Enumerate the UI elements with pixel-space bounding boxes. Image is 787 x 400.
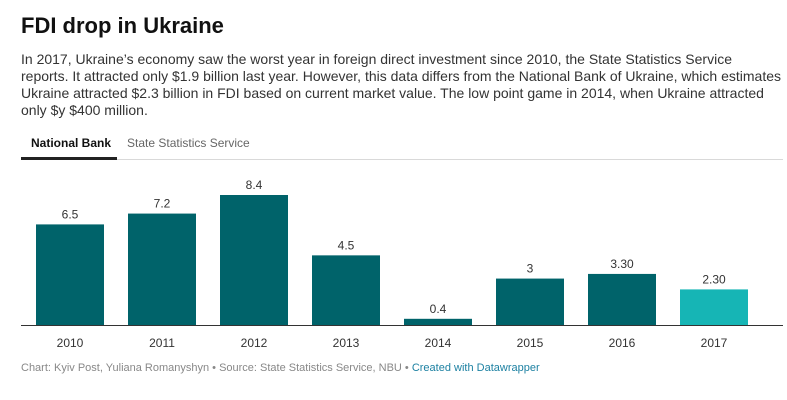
- x-tick-label-2012: 2012: [241, 336, 268, 350]
- value-label-2015: 3: [527, 262, 534, 276]
- x-tick-label-2011: 2011: [149, 336, 175, 350]
- tab-national-bank[interactable]: National Bank: [31, 136, 112, 150]
- bar-2015[interactable]: [496, 278, 564, 325]
- chart-description: In 2017, Ukraine’s economy saw the worst…: [21, 51, 781, 118]
- bar-2017[interactable]: [680, 289, 748, 325]
- source-credit: Chart: Kyiv Post, Yuliana Romanyshyn • S…: [21, 362, 412, 374]
- bar-2012[interactable]: [220, 195, 288, 325]
- value-label-2011: 7.2: [154, 197, 171, 211]
- chart-title: FDI drop in Ukraine: [21, 13, 224, 38]
- value-label-2017: 2.30: [702, 272, 726, 286]
- tab-bar: National Bank State Statistics Service: [21, 131, 783, 160]
- x-tick-label-2013: 2013: [333, 336, 360, 350]
- bar-2010[interactable]: [36, 224, 104, 325]
- bar-2016[interactable]: [588, 273, 656, 325]
- x-tick-label-2017: 2017: [701, 336, 728, 350]
- bar-chart: 6.5 2010 7.2 2011 8.4 2012 4.5 2013 0.4 2014 3 2015…: [21, 178, 783, 350]
- value-label-2013: 4.5: [338, 238, 355, 252]
- bar-2011[interactable]: [128, 213, 196, 325]
- active-tab-indicator: [21, 157, 117, 160]
- x-tick-label-2015: 2015: [517, 336, 544, 350]
- x-tick-label-2010: 2010: [57, 336, 84, 350]
- datawrapper-link[interactable]: Created with Datawrapper: [411, 362, 540, 374]
- chart-footer: Chart: Kyiv Post, Yuliana Romanyshyn • S…: [21, 361, 540, 375]
- bar-2014[interactable]: [404, 318, 472, 325]
- tab-state-statistics-service[interactable]: State Statistics Service: [127, 136, 250, 150]
- value-label-2014: 0.4: [430, 302, 447, 316]
- bar-2013[interactable]: [312, 255, 380, 325]
- value-label-2012: 8.4: [246, 178, 263, 192]
- x-tick-label-2014: 2014: [425, 336, 452, 350]
- value-label-2010: 6.5: [62, 207, 79, 221]
- x-tick-label-2016: 2016: [609, 336, 636, 350]
- value-label-2016: 3.30: [610, 257, 634, 271]
